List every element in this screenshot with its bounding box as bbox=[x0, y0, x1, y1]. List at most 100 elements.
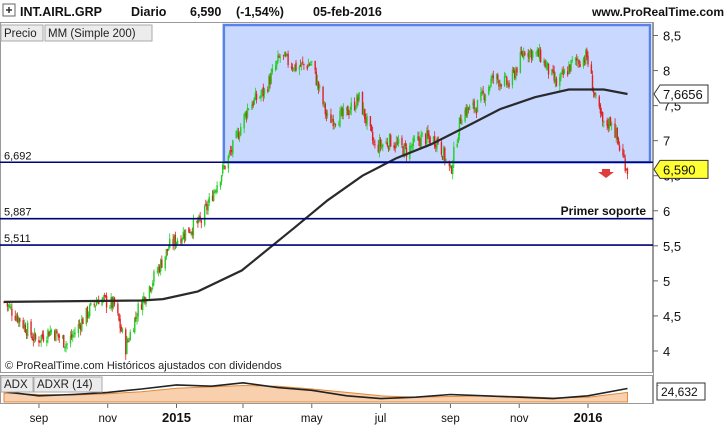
candle-body bbox=[339, 110, 341, 127]
primer-soporte-label: Primer soporte bbox=[561, 204, 647, 218]
x-tick-label: may bbox=[301, 413, 323, 425]
candle-body bbox=[397, 139, 400, 144]
candle-body bbox=[424, 133, 427, 144]
candle-body bbox=[483, 95, 485, 101]
candle-body bbox=[500, 84, 502, 87]
candle-body bbox=[17, 317, 20, 323]
candle-body bbox=[47, 329, 49, 339]
candle-body bbox=[608, 117, 611, 129]
candle-body bbox=[594, 92, 596, 96]
candle-body bbox=[538, 48, 541, 59]
candle-body bbox=[79, 325, 82, 330]
candle-body bbox=[340, 109, 342, 112]
candle-body bbox=[69, 336, 72, 344]
candle-body bbox=[378, 139, 381, 154]
candle-body bbox=[244, 112, 246, 117]
candle-body bbox=[536, 49, 538, 52]
candle-body bbox=[537, 49, 540, 57]
candle-body bbox=[251, 104, 253, 110]
candle-body bbox=[300, 62, 303, 66]
candle-body bbox=[524, 52, 526, 55]
candle-body bbox=[165, 249, 168, 258]
candle-body bbox=[208, 196, 210, 203]
candle-body bbox=[453, 146, 455, 165]
candle-body bbox=[34, 334, 37, 340]
candle-body bbox=[331, 119, 333, 122]
candle-body bbox=[262, 87, 265, 97]
candle-body bbox=[31, 336, 33, 340]
candle-body bbox=[315, 71, 317, 86]
candle-body bbox=[492, 75, 494, 79]
candle-body bbox=[563, 69, 566, 75]
candle-body bbox=[141, 297, 144, 311]
candle-body bbox=[314, 60, 316, 71]
candle-body bbox=[468, 105, 471, 111]
candle-body bbox=[189, 232, 191, 234]
candle-body bbox=[504, 75, 507, 77]
tab-adxr[interactable]: ADXR (14) bbox=[33, 376, 103, 393]
candle-body bbox=[323, 101, 325, 104]
candle-body bbox=[183, 233, 186, 239]
tab-mm[interactable]: MM (Simple 200) bbox=[44, 24, 153, 42]
candle-body bbox=[551, 69, 553, 76]
candle-body bbox=[599, 104, 602, 114]
candle-body bbox=[293, 69, 295, 71]
candle-body bbox=[191, 231, 193, 235]
candle-body bbox=[220, 175, 223, 182]
candle-body bbox=[245, 112, 248, 118]
candle-body bbox=[216, 185, 218, 193]
candle-body bbox=[214, 190, 216, 193]
candle-body bbox=[387, 146, 390, 150]
tab-precio[interactable]: Precio bbox=[0, 24, 44, 42]
period: Diario bbox=[131, 5, 167, 19]
tab-adx[interactable]: ADX bbox=[0, 376, 34, 393]
candle-body bbox=[566, 71, 569, 75]
candle-body bbox=[456, 143, 458, 147]
candle-body bbox=[609, 117, 612, 126]
candle-body bbox=[199, 216, 201, 220]
candle-body bbox=[25, 332, 28, 336]
price-badges: 7,6656 6,590 bbox=[653, 84, 709, 179]
candle-body bbox=[610, 123, 613, 126]
level-label: 6,692 bbox=[4, 150, 32, 162]
price-badge-label: 7,6656 bbox=[663, 87, 703, 102]
candle-body bbox=[64, 346, 66, 349]
candle-body bbox=[507, 82, 509, 87]
candle-body bbox=[153, 271, 155, 282]
adx-axis-mark: - bbox=[656, 380, 659, 390]
candle-body bbox=[350, 102, 352, 110]
candle-body bbox=[444, 147, 446, 162]
candle-body bbox=[353, 101, 356, 110]
expand-icon[interactable] bbox=[2, 3, 16, 17]
candle-body bbox=[8, 305, 11, 308]
candle-body bbox=[503, 76, 506, 86]
candle-body bbox=[164, 256, 166, 269]
x-tick-label: nov bbox=[98, 413, 117, 425]
candle-body bbox=[355, 107, 357, 110]
candle-body bbox=[160, 259, 162, 272]
candle-body bbox=[559, 77, 561, 86]
candle-body bbox=[380, 144, 383, 149]
candle-body bbox=[38, 340, 40, 343]
candle-body bbox=[570, 60, 572, 71]
candle-body bbox=[104, 295, 107, 297]
candle-body bbox=[228, 151, 231, 155]
candle-body bbox=[578, 59, 580, 65]
candle-body bbox=[287, 53, 289, 66]
candle-body bbox=[379, 139, 382, 147]
symbol: INT.AIRL.GRP bbox=[20, 5, 102, 19]
candle-body bbox=[203, 206, 206, 226]
candle-body bbox=[6, 302, 9, 307]
candle-body bbox=[95, 302, 98, 306]
candle-body bbox=[120, 326, 122, 332]
candle-body bbox=[212, 191, 215, 202]
y-axis-ticks: 8,587,576,565,554,54 bbox=[653, 29, 681, 359]
candle-body bbox=[480, 92, 482, 101]
candle-body bbox=[65, 343, 67, 348]
candle-body bbox=[484, 95, 487, 102]
candle-body bbox=[511, 69, 514, 86]
candle-body bbox=[50, 330, 53, 333]
candle-body bbox=[459, 118, 462, 124]
candle-body bbox=[127, 340, 129, 342]
candle-body bbox=[413, 139, 416, 141]
